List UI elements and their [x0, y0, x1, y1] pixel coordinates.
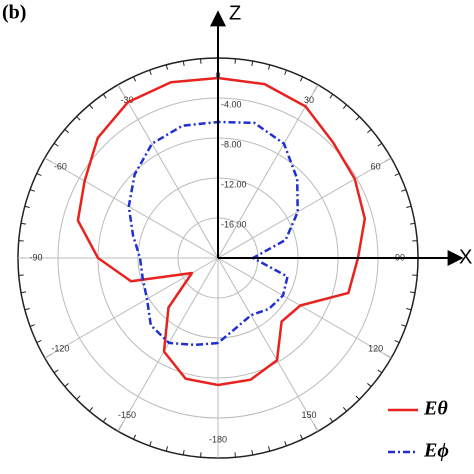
minor-tick [401, 189, 407, 192]
minor-tick [20, 222, 27, 225]
theta-tick-label: -60 [54, 161, 67, 171]
minor-tick [267, 64, 271, 70]
grid-spoke [117, 84, 219, 259]
theta-tick-label: -120 [51, 343, 69, 353]
r-tick-label: -4.00 [221, 99, 242, 109]
minor-tick [367, 382, 372, 387]
z-label: Z [229, 2, 241, 24]
x-label: X [459, 246, 472, 268]
minor-tick [133, 434, 137, 440]
minor-tick [409, 291, 416, 294]
theta-tick-label: 150 [301, 410, 316, 420]
minor-tick [367, 129, 372, 134]
minor-tick [20, 291, 27, 294]
minor-tick [133, 76, 137, 82]
grid-spoke [217, 157, 392, 259]
grid-spoke [217, 257, 319, 432]
minor-tick [377, 369, 383, 374]
minor-tick [89, 104, 94, 109]
minor-tick [24, 205, 30, 209]
minor-tick [355, 116, 360, 121]
legend-label: Eθ [423, 398, 448, 420]
r-tick-label: -8.00 [221, 139, 242, 149]
minor-tick [409, 222, 416, 225]
minor-tick [406, 205, 412, 209]
minor-tick [165, 446, 169, 452]
minor-tick [182, 449, 185, 456]
minor-tick [29, 324, 35, 327]
minor-tick [29, 189, 35, 192]
minor-tick [36, 339, 42, 343]
minor-tick [299, 434, 303, 440]
minor-tick [251, 60, 254, 67]
minor-tick [102, 417, 107, 423]
minor-tick [76, 116, 81, 121]
legend-label: Eϕ [423, 440, 449, 462]
minor-tick [342, 407, 347, 412]
minor-tick [64, 382, 69, 387]
minor-tick [182, 60, 185, 67]
minor-tick [53, 369, 59, 374]
grid-spoke [44, 157, 219, 259]
theta-tick-label: -180 [209, 434, 227, 444]
grid-spoke [44, 257, 219, 359]
r-tick-label: -12.00 [221, 179, 247, 189]
theta-tick-label: -30 [120, 95, 133, 105]
marks [76, 76, 367, 387]
grid-spoke [217, 257, 392, 359]
minor-tick [377, 142, 383, 147]
theta-tick-label: 60 [371, 161, 381, 171]
minor-tick [355, 395, 360, 400]
minor-tick [53, 142, 59, 147]
theta-tick-label: 120 [368, 343, 383, 353]
minor-tick [267, 446, 271, 452]
minor-tick [64, 129, 69, 134]
minor-tick [76, 395, 81, 400]
minor-tick [149, 69, 152, 75]
grid-spoke [117, 257, 219, 432]
minor-tick [284, 69, 287, 75]
minor-tick [401, 324, 407, 327]
minor-tick [329, 417, 334, 423]
minor-tick [251, 449, 254, 456]
minor-tick [36, 173, 42, 177]
minor-tick [102, 93, 107, 99]
theta-tick-label: -90 [29, 252, 42, 262]
grid-spoke [217, 84, 319, 259]
minor-tick [342, 104, 347, 109]
minor-tick [149, 441, 152, 447]
series-line [127, 120, 299, 347]
minor-tick [329, 93, 334, 99]
theta-tick-label: -150 [118, 410, 136, 420]
minor-tick [299, 76, 303, 82]
r-tick-label: -16.00 [221, 219, 247, 229]
minor-tick [394, 339, 400, 343]
minor-tick [284, 441, 287, 447]
minor-tick [24, 307, 30, 311]
theta-tick-label: 30 [304, 95, 314, 105]
minor-tick [165, 64, 169, 70]
minor-tick [394, 173, 400, 177]
minor-tick [89, 407, 94, 412]
minor-tick [406, 307, 412, 311]
panel-label: (b) [2, 2, 26, 24]
